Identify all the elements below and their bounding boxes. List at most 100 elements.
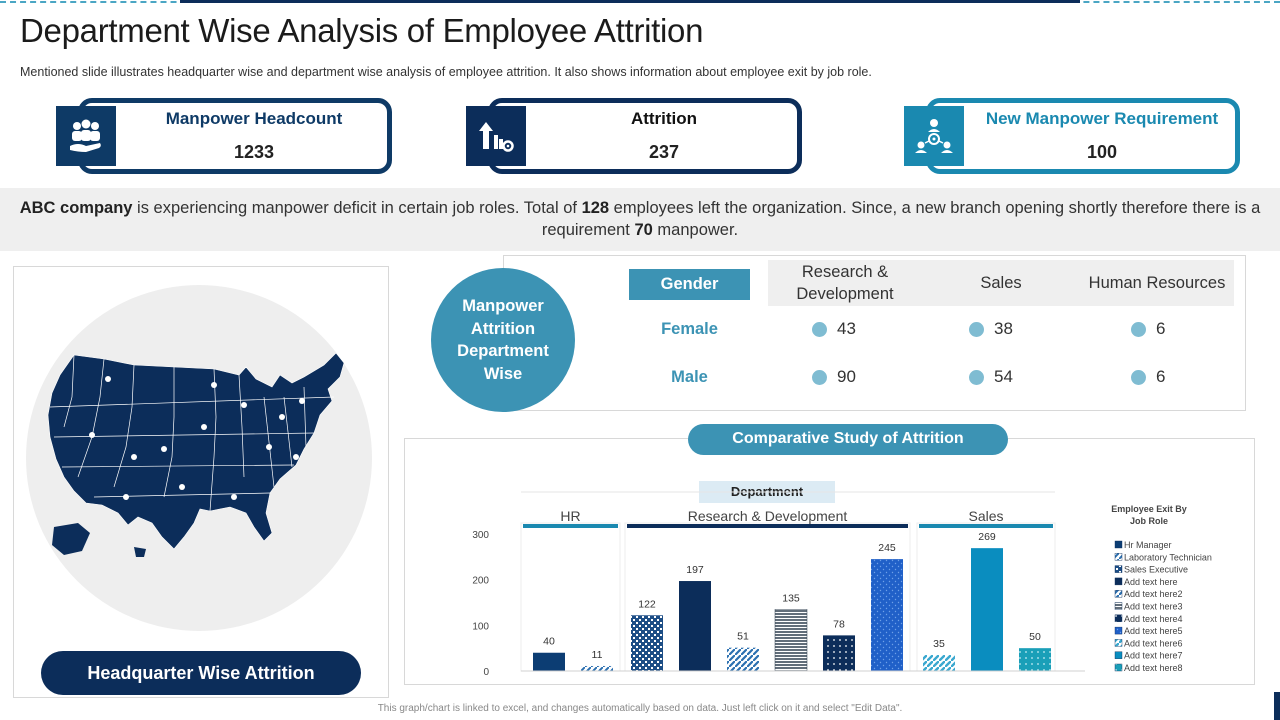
bar	[679, 581, 711, 671]
group-frame	[624, 522, 911, 672]
group-header-bar	[523, 524, 618, 528]
bar	[774, 609, 808, 672]
legend-swatch	[1114, 614, 1123, 623]
legend-swatch	[1114, 577, 1123, 586]
legend-title: Employee Exit By Job Role	[1111, 504, 1187, 526]
table-header-rnd: Research & Development	[796, 263, 894, 303]
office-markers	[89, 376, 305, 500]
banner-num-1: 128	[581, 199, 610, 217]
corner-accent	[1274, 692, 1280, 720]
bar	[923, 655, 955, 671]
bar-value-label: 35	[933, 638, 945, 650]
kpi-label: Manpower Headcount	[165, 109, 343, 128]
bar	[581, 665, 613, 671]
bar-value-label: 197	[686, 564, 704, 576]
bar-value-label: 50	[1029, 631, 1041, 643]
dot-icon	[969, 321, 984, 337]
kpi-label: New Manpower Requirement	[985, 109, 1219, 128]
table-header-sales: Sales	[980, 274, 1022, 292]
row-label-female: Female	[661, 320, 718, 338]
cell-female-rnd: 43	[812, 319, 856, 339]
legend-entry: Add text here4	[1124, 614, 1183, 624]
bar	[871, 559, 903, 671]
bar-value-label: 11	[592, 649, 603, 661]
comparative-study-button[interactable]: Comparative Study of Attrition	[688, 424, 1008, 455]
table-header-band	[768, 260, 1234, 306]
cell-female-hr: 6	[1131, 319, 1165, 339]
summary-banner: ABC company is experiencing manpower def…	[0, 188, 1280, 251]
bar-value-label: 40	[543, 636, 555, 648]
kpi-new-manpower-requirement: New Manpower Requirement 100	[904, 98, 1240, 176]
kpi-attrition: Attrition 237	[466, 98, 802, 176]
legend-swatch	[1114, 663, 1123, 672]
legend-entry: Add text here	[1124, 577, 1178, 587]
kpi-value: 1233	[233, 142, 275, 162]
y-tick-label: 0	[483, 667, 489, 678]
bar-value-label: 135	[782, 592, 800, 604]
banner-num-2: 70	[634, 221, 653, 239]
legend-swatch	[1114, 639, 1123, 647]
legend-swatch	[1114, 589, 1123, 598]
legend-entry: Add text here8	[1124, 663, 1183, 673]
network-people-icon	[904, 106, 964, 166]
table-header-hr: Human Resources	[1088, 274, 1226, 292]
legend-swatch	[1114, 651, 1123, 659]
dot-icon	[812, 369, 827, 385]
cell-male-hr: 6	[1131, 367, 1165, 387]
group-label: HR	[560, 508, 580, 524]
legend-swatch	[1114, 626, 1123, 635]
bar	[533, 652, 565, 671]
banner-text-2: employees left the organization. Since, …	[541, 199, 1261, 239]
kpi-manpower-headcount: Manpower Headcount 1233	[56, 98, 392, 176]
kpi-card-frame	[78, 98, 392, 174]
bar	[971, 548, 1003, 671]
dot-icon	[1131, 321, 1146, 337]
legend-entry: Add text here5	[1124, 626, 1183, 636]
y-tick-label: 300	[472, 530, 489, 541]
bubble-label: Manpower Attrition Department Wise	[457, 297, 549, 383]
y-tick-label: 200	[472, 576, 489, 587]
group-header-bar	[919, 524, 1053, 528]
bar	[823, 635, 855, 671]
page-subtitle: Mentioned slide illustrates headquarter …	[20, 65, 872, 79]
bar-value-label: 269	[978, 531, 996, 543]
kpi-card-frame	[926, 98, 1240, 174]
table-header-gender: Gender	[629, 269, 750, 300]
page-title: Department Wise Analysis of Employee Att…	[20, 12, 704, 49]
cell-female-sales: 38	[969, 319, 1013, 339]
legend-entry: Sales Executive	[1124, 565, 1188, 575]
y-tick-label: 100	[472, 621, 489, 632]
kpi-card-frame	[488, 98, 802, 174]
legend-entry: Add text here6	[1124, 638, 1183, 648]
legend-swatch	[1114, 540, 1123, 549]
usa-map-icon	[47, 352, 345, 557]
legend-swatch	[1114, 565, 1123, 573]
legend-swatch	[1114, 602, 1123, 610]
dot-icon	[969, 369, 984, 385]
dot-icon	[812, 321, 827, 337]
bar	[1019, 648, 1051, 671]
banner-text-3: manpower.	[652, 221, 739, 239]
people-hand-icon	[56, 106, 116, 166]
department-attrition-bubble: Manpower Attrition Department Wise	[431, 268, 575, 412]
banner-company: ABC company	[19, 199, 133, 217]
kpi-value: 100	[1086, 142, 1118, 162]
legend-entry: Hr Manager	[1124, 540, 1172, 550]
bar	[631, 615, 663, 671]
arrow-up-gears-icon	[466, 106, 526, 166]
legend-entry: Add text here2	[1124, 589, 1183, 599]
bar-value-label: 245	[878, 542, 896, 554]
legend-entry: Laboratory Technician	[1124, 552, 1212, 562]
headquarter-map-panel: Headquarter Wise Attrition	[13, 266, 389, 698]
top-decoration	[0, 0, 1280, 4]
kpi-value: 237	[648, 142, 680, 162]
bar-value-label: 51	[737, 631, 749, 643]
bar-value-label: 78	[833, 618, 845, 630]
headquarter-attrition-button[interactable]: Headquarter Wise Attrition	[41, 651, 361, 695]
cell-male-rnd: 90	[812, 367, 856, 387]
group-label: Sales	[968, 508, 1003, 524]
banner-text-1: is experiencing manpower deficit in cert…	[132, 199, 582, 217]
comparative-chart-panel: Department 0 100 200 300 HR 40 11 Research & Dev…	[404, 438, 1255, 685]
